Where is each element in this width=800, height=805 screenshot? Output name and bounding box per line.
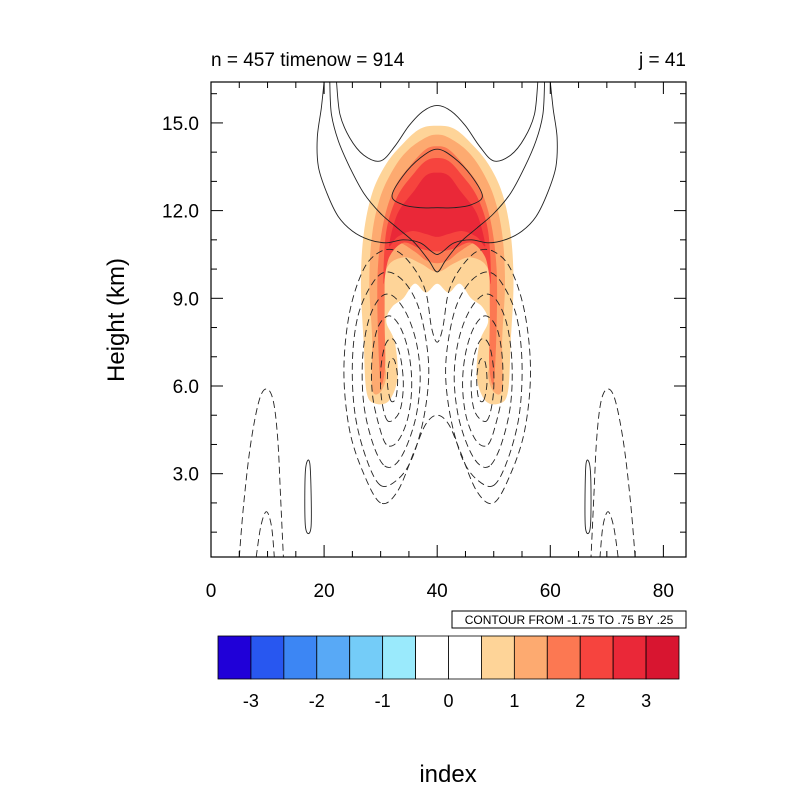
dashed-contour-15 xyxy=(371,315,413,447)
dashed-contour-16 xyxy=(462,315,504,447)
dashed-contour-10 xyxy=(343,248,531,505)
contour-info-box: CONTOUR FROM -1.75 TO .75 BY .25 xyxy=(451,610,687,629)
dashed-contour-7 xyxy=(255,511,275,557)
colorbar-box xyxy=(546,635,581,680)
colorbar-label: -3 xyxy=(243,691,259,711)
dashed-contour-18 xyxy=(470,338,495,422)
dashed-contour-11 xyxy=(351,271,430,487)
dashed-contour-9 xyxy=(599,511,619,557)
colorbar-box xyxy=(645,635,680,680)
colorbar-box xyxy=(250,635,285,680)
axis-ticks: 0 20 40 60 80 3.0 6.0 9.0 12.0 15.0 xyxy=(162,82,686,602)
colorbar-label: 3 xyxy=(641,691,651,711)
colorbar: -3 -2 -1 0 1 2 3 xyxy=(217,635,680,711)
y-tick-label: 15.0 xyxy=(162,114,199,135)
colorbar-box xyxy=(217,635,252,680)
solid-contour-5 xyxy=(584,459,592,535)
shaded-field xyxy=(360,125,514,405)
solid-contour-3 xyxy=(391,148,483,209)
y-tick-label: 9.0 xyxy=(173,289,199,310)
colorbar-box xyxy=(349,635,384,680)
x-tick-label: 60 xyxy=(540,581,561,602)
colorbar-box xyxy=(612,635,647,680)
title-left: n = 457 timenow = 914 xyxy=(211,50,405,71)
colorbar-label: 2 xyxy=(575,691,585,711)
dashed-contour-12 xyxy=(445,271,523,487)
y-tick-label: 3.0 xyxy=(173,465,199,486)
colorbar-box xyxy=(382,635,416,680)
contour-lines xyxy=(238,82,636,557)
dashed-contour-19 xyxy=(386,358,399,403)
solid-contour-4 xyxy=(304,459,312,535)
x-tick-label: 20 xyxy=(314,581,335,602)
x-tick-label: 40 xyxy=(427,581,448,602)
y-axis-label: Height (km) xyxy=(103,258,130,382)
solid-contour-2 xyxy=(336,82,539,162)
y-tick-label: 6.0 xyxy=(173,377,199,398)
dashed-contour-20 xyxy=(476,358,488,403)
colorbar-label: -1 xyxy=(375,691,391,711)
x-tick-label: 80 xyxy=(653,581,674,602)
colorbar-box xyxy=(579,635,614,680)
colorbar-label: 0 xyxy=(443,691,453,711)
contour-info-text: CONTOUR FROM -1.75 TO .75 BY .25 xyxy=(465,613,674,627)
colorbar-box xyxy=(448,635,482,680)
solid-contour-1 xyxy=(329,82,546,273)
title-right: j = 41 xyxy=(638,50,686,71)
plot-frame xyxy=(210,81,687,558)
dashed-contour-13 xyxy=(361,293,421,468)
dashed-contour-8 xyxy=(590,388,636,557)
x-axis-label: index xyxy=(419,761,476,788)
dashed-contour-6 xyxy=(238,388,284,557)
colorbar-box xyxy=(316,635,351,680)
dashed-contour-17 xyxy=(379,338,404,422)
shaded-region-5 xyxy=(389,172,486,247)
colorbar-label: 1 xyxy=(509,691,519,711)
dashed-contour-14 xyxy=(453,293,513,468)
colorbar-label: -2 xyxy=(309,691,325,711)
colorbar-box xyxy=(513,635,548,680)
colorbar-box xyxy=(283,635,318,680)
colorbar-box xyxy=(415,635,449,680)
colorbar-box xyxy=(481,635,515,680)
y-tick-label: 12.0 xyxy=(162,202,199,223)
solid-contour-0 xyxy=(316,82,558,255)
x-tick-label: 0 xyxy=(206,581,217,602)
